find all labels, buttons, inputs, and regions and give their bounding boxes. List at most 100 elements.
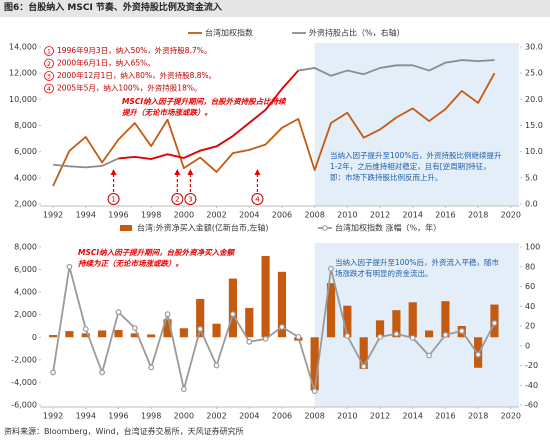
- y-tick-label: 10,000: [9, 95, 37, 104]
- y2-tick-label: 30.0: [525, 43, 543, 52]
- point: [311, 388, 318, 395]
- series-line: [52, 72, 496, 187]
- y-tick-label: 6,000: [14, 147, 37, 156]
- bar: [65, 331, 74, 338]
- y-tick-label: -2,000: [11, 355, 37, 364]
- source: 资料来源：Bloomberg，Wind，台湾证券交易所，天风证券研究所: [4, 427, 244, 436]
- y-tick-label: 4,000: [14, 288, 37, 297]
- point: [393, 331, 400, 337]
- y-tick-label: 0: [32, 333, 37, 342]
- point: [180, 386, 187, 393]
- point: [148, 364, 155, 371]
- figure-title: 图6：台股纳入 MSCI 节奏、外资持股比例及资金流入: [0, 0, 550, 17]
- bar: [130, 333, 139, 338]
- annotation: MSCI纳入因子提升期间，台股外资持股占比持续提升（无论市场涨或跌）。: [122, 97, 286, 117]
- point: [230, 311, 236, 318]
- y2-tick-label: 0: [525, 341, 530, 350]
- point: [377, 333, 383, 340]
- y2-tick-label: 15.0: [525, 121, 543, 130]
- point: [360, 363, 367, 370]
- annotation: 当纳入因子提升至100%后，外资流入平稳，随市场涨跌才有明显的资金流出。: [335, 258, 499, 278]
- marker-number: 2: [175, 196, 179, 204]
- x-tick-label: 1998: [141, 211, 161, 220]
- annotation: MSCI纳入因子提升期间，台股外资净买入金额持续为正（无论市场涨或跌）。: [78, 248, 235, 268]
- list-text: 2000年12月1日，纳入80%，外资持股8.8%。: [57, 70, 216, 80]
- y2-tick-label: -60: [525, 401, 538, 410]
- x-tick-label: 2014: [403, 412, 423, 421]
- x-tick-label: 1992: [43, 211, 63, 220]
- x-tick-label: 2012: [370, 412, 390, 421]
- y-tick-label: 2,000: [14, 310, 37, 319]
- point: [262, 335, 269, 342]
- point: [409, 334, 416, 341]
- x-tick-label: 2002: [206, 412, 226, 421]
- point: [426, 352, 432, 359]
- x-tick-label: 2006: [272, 412, 292, 421]
- bar: [326, 283, 336, 338]
- point: [442, 331, 449, 338]
- bar: [114, 329, 123, 338]
- point: [66, 263, 73, 270]
- x-tick-label: 2008: [304, 211, 324, 220]
- bar: [98, 330, 107, 338]
- bar: [81, 333, 90, 338]
- y2-tick-label: 60: [525, 282, 535, 291]
- y-tick-label: 12,000: [9, 69, 37, 78]
- x-tick-label: 1996: [108, 412, 128, 421]
- marker-circle: [107, 193, 120, 205]
- x-tick-label: 2012: [370, 211, 390, 220]
- list-number: 1: [47, 48, 51, 56]
- marker-number: 4: [255, 196, 260, 204]
- list-number: 4: [47, 85, 51, 93]
- point: [344, 332, 351, 339]
- list-badge: [44, 71, 54, 81]
- y2-tick-label: 25.0: [525, 69, 543, 78]
- x-tick-label: 2016: [435, 211, 455, 220]
- bar: [408, 302, 417, 338]
- bar: [375, 320, 385, 338]
- marker-number: 1: [111, 196, 115, 204]
- list-badge: [44, 83, 54, 94]
- bar: [277, 271, 287, 338]
- bar: [343, 305, 352, 338]
- marker-circle: [171, 193, 184, 205]
- marker-number: 3: [188, 196, 192, 204]
- bar: [261, 256, 270, 338]
- x-tick-label: 2014: [403, 211, 423, 220]
- marker-circle: [184, 193, 197, 205]
- y-tick-label: -4,000: [11, 378, 37, 387]
- point: [475, 351, 482, 358]
- x-tick-label: 2010: [337, 211, 357, 220]
- x-tick-label: 2016: [435, 412, 455, 421]
- annotation: 当纳入因子提升至100%后，外资持股比例继续提升1-2年，之后维持相对稳定，且有…: [330, 151, 502, 182]
- y2-tick-label: 100: [525, 243, 540, 252]
- bar: [48, 335, 58, 338]
- x-tick-label: 1998: [141, 412, 161, 421]
- list-text: 2005年5月，纳入100%，外资持股18%。: [57, 83, 201, 93]
- list-badge: [44, 46, 54, 56]
- x-tick-label: 2002: [206, 211, 226, 220]
- point: [131, 325, 138, 331]
- x-tick-label: 2008: [304, 412, 324, 421]
- x-tick-label: 2006: [272, 211, 292, 220]
- y-tick-label: 8,000: [14, 121, 37, 130]
- point: [164, 311, 171, 318]
- y2-tick-label: 20.0: [525, 95, 543, 104]
- legend-label: 台湾加权指数 涨幅（%，年）: [335, 223, 441, 233]
- bar: [196, 298, 205, 338]
- series-line: [52, 265, 496, 393]
- point: [115, 309, 122, 316]
- y2-tick-label: 0.0: [525, 200, 538, 209]
- list-badge: [44, 58, 54, 69]
- legend-label: 外资持股占比（%，右轴）: [309, 28, 405, 38]
- bar: [147, 334, 156, 338]
- list-text: 2000年6月1日，纳入65%。: [57, 58, 155, 68]
- point: [50, 369, 56, 376]
- point: [213, 362, 220, 369]
- y2-tick-label: -40: [525, 381, 538, 390]
- x-tick-label: 1996: [108, 211, 128, 220]
- y2-tick-label: 10.0: [525, 147, 543, 156]
- y-tick-label: -6,000: [11, 401, 37, 410]
